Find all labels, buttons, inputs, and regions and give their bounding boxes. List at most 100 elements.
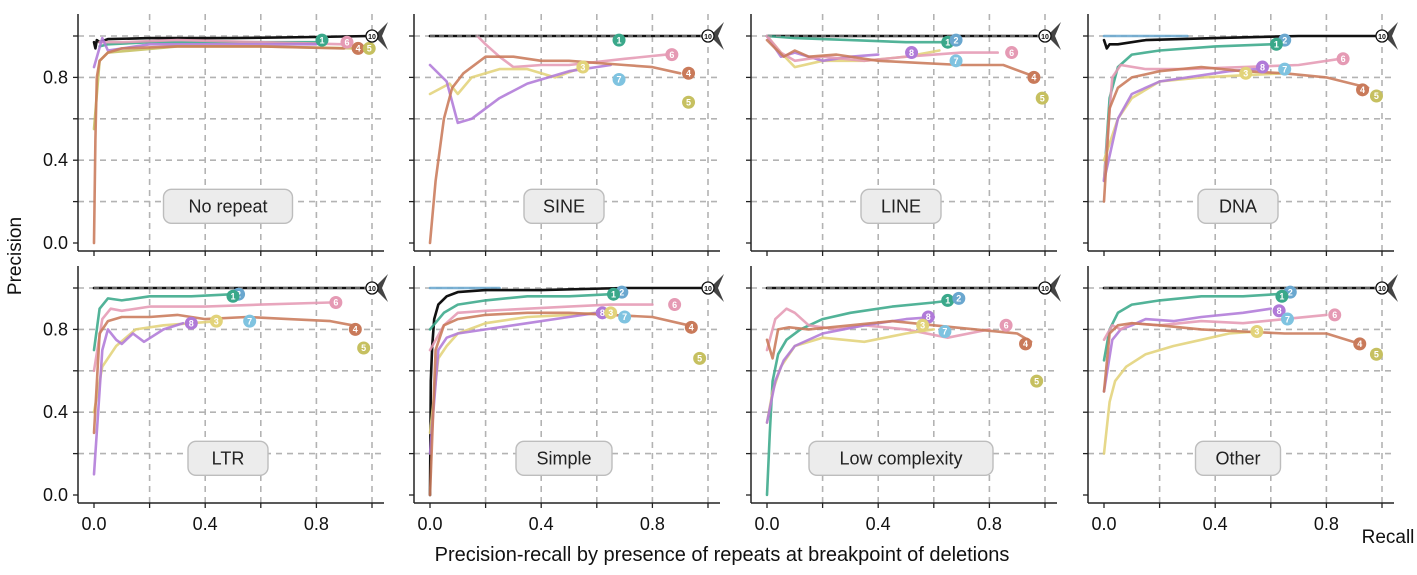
panel-label-text: Simple <box>536 448 591 468</box>
series-line-8 <box>92 321 185 476</box>
marker-5: 5 <box>1369 89 1383 103</box>
x-tick-label: 0.8 <box>977 514 1002 534</box>
x-tick-label: 0.0 <box>81 514 106 534</box>
marker-circle <box>701 29 715 43</box>
figure-caption: Precision-recall by presence of repeats … <box>435 544 1010 566</box>
panel-label-box <box>523 188 605 225</box>
series-line-6 <box>475 34 668 69</box>
markers: 21 8 6 7 3 4 5 10 <box>1250 274 1398 361</box>
marker-4: 4 <box>351 41 365 55</box>
panel-label-text: DNA <box>1219 196 1257 216</box>
marker-label: 6 <box>672 300 677 310</box>
marker-circle <box>1239 66 1253 80</box>
series <box>765 286 1047 497</box>
marker-8: 8 <box>1272 304 1286 318</box>
marker-8: 8 <box>905 46 919 60</box>
marker-circle <box>209 314 223 328</box>
marker-10: 10 <box>1375 274 1398 302</box>
series-line-4 <box>428 311 690 497</box>
marker-1: 1 <box>1269 37 1283 51</box>
marker-circle <box>1250 324 1264 338</box>
marker-label: 6 <box>1332 310 1337 320</box>
arrow-marker <box>1047 22 1061 50</box>
marker-label: 8 <box>1260 62 1265 72</box>
panel-label: Simple <box>515 440 613 477</box>
marker-label: 5 <box>1374 91 1379 101</box>
marker-label: 5 <box>1374 349 1379 359</box>
panel-low-complexity: 0.0 0.4 0.8 1 2 83 6 7 4 5 10 Low complexity <box>746 266 1061 534</box>
marker-2: 2 <box>952 291 966 305</box>
marker-circle <box>1328 308 1342 322</box>
x-tick-label: 0.4 <box>866 514 891 534</box>
panel-simple: 0.0 0.4 0.8 21 6 8 3 7 4 5 10 Simple <box>409 266 724 534</box>
marker-label: 7 <box>954 56 959 66</box>
marker-1: 1 <box>1275 289 1289 303</box>
series <box>765 34 1047 79</box>
marker-circle <box>1019 337 1033 351</box>
marker-circle <box>606 287 620 301</box>
marker-5: 5 <box>362 41 376 55</box>
marker-label: 7 <box>1282 64 1287 74</box>
marker-label: 4 <box>353 325 358 335</box>
series <box>428 286 710 497</box>
marker-circle <box>365 281 379 295</box>
x-tick-label: 0.8 <box>304 514 329 534</box>
marker-circle <box>576 60 590 74</box>
marker-3: 3 <box>604 306 618 320</box>
marker-label: 8 <box>926 312 931 322</box>
marker-4: 4 <box>1353 337 1367 351</box>
marker-7: 7 <box>938 324 952 338</box>
series-line-1 <box>765 34 950 44</box>
series-line-8 <box>1102 67 1259 183</box>
marker-label: 7 <box>942 327 947 337</box>
marker-label: 4 <box>1023 339 1028 349</box>
marker-label: 1 <box>1279 291 1284 301</box>
panel-label: Low complexity <box>808 440 994 477</box>
series-line-6 <box>92 301 332 373</box>
markers: 21 6 8 7 3 45 10 <box>1239 22 1398 103</box>
y-tick-label: 0.4 <box>43 402 68 422</box>
marker-3: 3 <box>576 60 590 74</box>
arrow-marker <box>1047 274 1061 302</box>
series-line-4 <box>765 38 1038 79</box>
marker-circle <box>1353 337 1367 351</box>
panel-line: 1 2 8 6 7 45 10 LINE <box>746 14 1061 256</box>
markers: 1 3 6 4 7 5 10 <box>576 22 724 109</box>
series <box>92 34 371 245</box>
marker-circle <box>668 298 682 312</box>
series-line-10 <box>428 286 710 497</box>
marker-circle <box>1035 91 1049 105</box>
x-tick-label: 0.0 <box>417 514 442 534</box>
arrow-marker <box>710 22 724 50</box>
series-line-8 <box>1102 307 1273 393</box>
marker-10: 10 <box>1038 274 1061 302</box>
marker-label: 10 <box>1378 286 1386 293</box>
series-line-3 <box>428 311 599 435</box>
marker-label: 6 <box>333 298 338 308</box>
x-tick-label: 0.8 <box>640 514 665 534</box>
marker-circle <box>315 33 329 47</box>
marker-circle <box>1005 46 1019 60</box>
y-tick-label: 0.8 <box>43 319 68 339</box>
series-line-3 <box>1102 330 1259 455</box>
marker-label: 2 <box>956 294 961 304</box>
marker-7: 7 <box>243 314 257 328</box>
panel-label: LINE <box>860 188 942 225</box>
marker-label: 8 <box>189 318 194 328</box>
series-line-1 <box>92 292 235 352</box>
marker-label: 3 <box>608 308 613 318</box>
panel-label-text: LINE <box>881 196 921 216</box>
marker-circle <box>612 33 626 47</box>
marker-circle <box>1369 347 1383 361</box>
marker-6: 6 <box>1328 308 1342 322</box>
marker-label: 10 <box>704 286 712 293</box>
marker-circle <box>604 306 618 320</box>
markers: 1 2 83 6 7 4 5 10 <box>916 274 1061 388</box>
marker-label: 7 <box>617 75 622 85</box>
x-tick-label: 0.4 <box>529 514 554 534</box>
panel-label: DNA <box>1197 188 1279 225</box>
arrow-marker <box>710 274 724 302</box>
marker-5: 5 <box>1035 91 1049 105</box>
marker-label: 7 <box>247 316 252 326</box>
marker-label: 4 <box>1360 85 1365 95</box>
